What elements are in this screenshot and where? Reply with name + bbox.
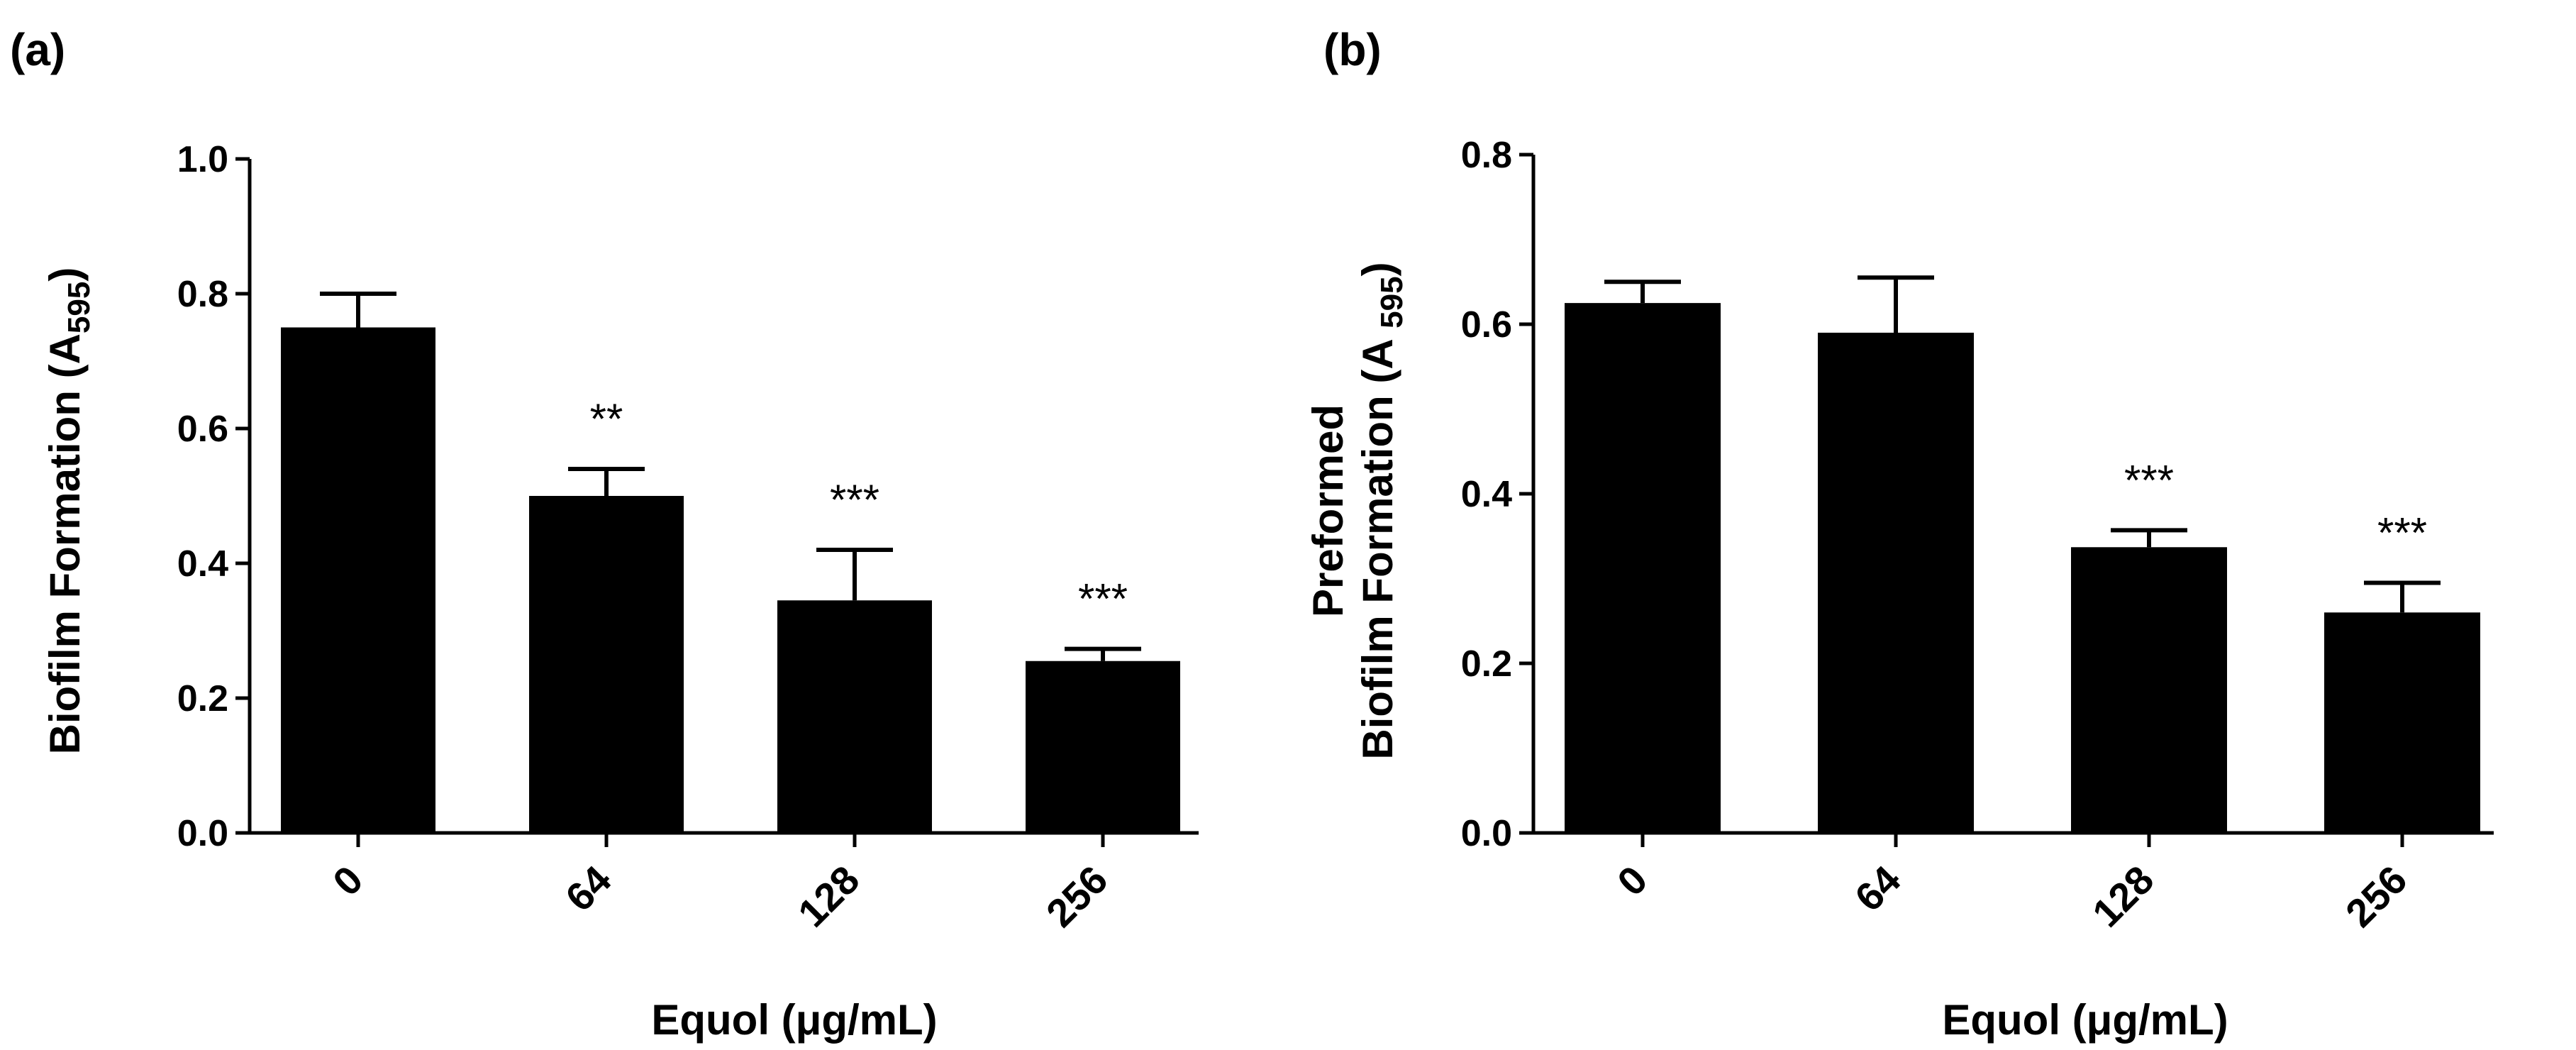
- bar-b-128: [2071, 547, 2227, 833]
- y-tick-label-b: 0.6: [1461, 304, 1512, 346]
- bar-b-0: [1565, 303, 1721, 833]
- significance-label-a: ***: [1078, 575, 1128, 623]
- y-axis-title-b-line1: Preformed: [1304, 404, 1352, 617]
- y-axis-title-a: Biofilm Formation (A595): [41, 267, 96, 755]
- y-tick-label-a: 0.2: [177, 678, 228, 719]
- y-axis-title-a-close: ): [41, 267, 89, 282]
- y-axis-title-b-close: ): [1354, 262, 1401, 276]
- y-tick-label-a: 0.4: [177, 543, 228, 585]
- chart-panel-a: (a) Biofilm Formation (A595) Equol (μg/m…: [10, 24, 1199, 1044]
- y-tick-label-b: 0.0: [1461, 813, 1512, 854]
- y-axis-title-a-main: Biofilm Formation (A: [41, 333, 89, 754]
- x-tick-label-b: 128: [2084, 857, 2163, 936]
- significance-label-b: ***: [2124, 456, 2174, 504]
- y-axis-title-a-sub: 595: [62, 282, 96, 333]
- y-axis-title-b: Biofilm Formation (A 595): [1354, 262, 1409, 759]
- x-tick-label-a: 64: [557, 857, 620, 920]
- x-tick-label-b: 0: [1609, 857, 1656, 905]
- x-tick-label-b: 64: [1846, 857, 1909, 920]
- panel-label-a: (a): [10, 24, 65, 75]
- bar-a-128: [777, 600, 932, 833]
- y-axis-title-b-sub: 595: [1375, 276, 1409, 328]
- y-tick-label-b: 0.8: [1461, 135, 1512, 176]
- x-axis-title-b: Equol (μg/mL): [1942, 996, 2228, 1044]
- y-tick-label-b: 0.4: [1461, 474, 1512, 515]
- x-tick-label-b: 256: [2337, 857, 2416, 936]
- x-tick-label-a: 256: [1038, 857, 1116, 936]
- panel-label-b: (b): [1323, 24, 1382, 75]
- significance-label-b: ***: [2377, 509, 2427, 556]
- y-tick-label-a: 0.0: [177, 813, 228, 854]
- significance-label-a: ***: [830, 476, 879, 524]
- x-tick-label-a: 128: [789, 857, 868, 936]
- x-tick-label-a: 0: [324, 857, 372, 905]
- bar-b-64: [1818, 332, 1974, 833]
- bar-a-64: [529, 496, 684, 833]
- y-tick-label-a: 0.8: [177, 274, 228, 315]
- y-tick-label-a: 0.6: [177, 409, 228, 450]
- significance-label-a: **: [590, 395, 623, 443]
- chart-panel-b: (b) Preformed Biofilm Formation (A 595) …: [1304, 24, 2494, 1044]
- bar-b-256: [2324, 612, 2480, 833]
- bar-a-256: [1026, 661, 1180, 833]
- y-tick-label-b: 0.2: [1461, 643, 1512, 685]
- bar-a-0: [281, 327, 435, 833]
- y-axis-title-b-main: Biofilm Formation (A: [1354, 328, 1401, 760]
- x-axis-title-a: Equol (μg/mL): [651, 996, 937, 1044]
- y-tick-label-a: 1.0: [177, 139, 228, 180]
